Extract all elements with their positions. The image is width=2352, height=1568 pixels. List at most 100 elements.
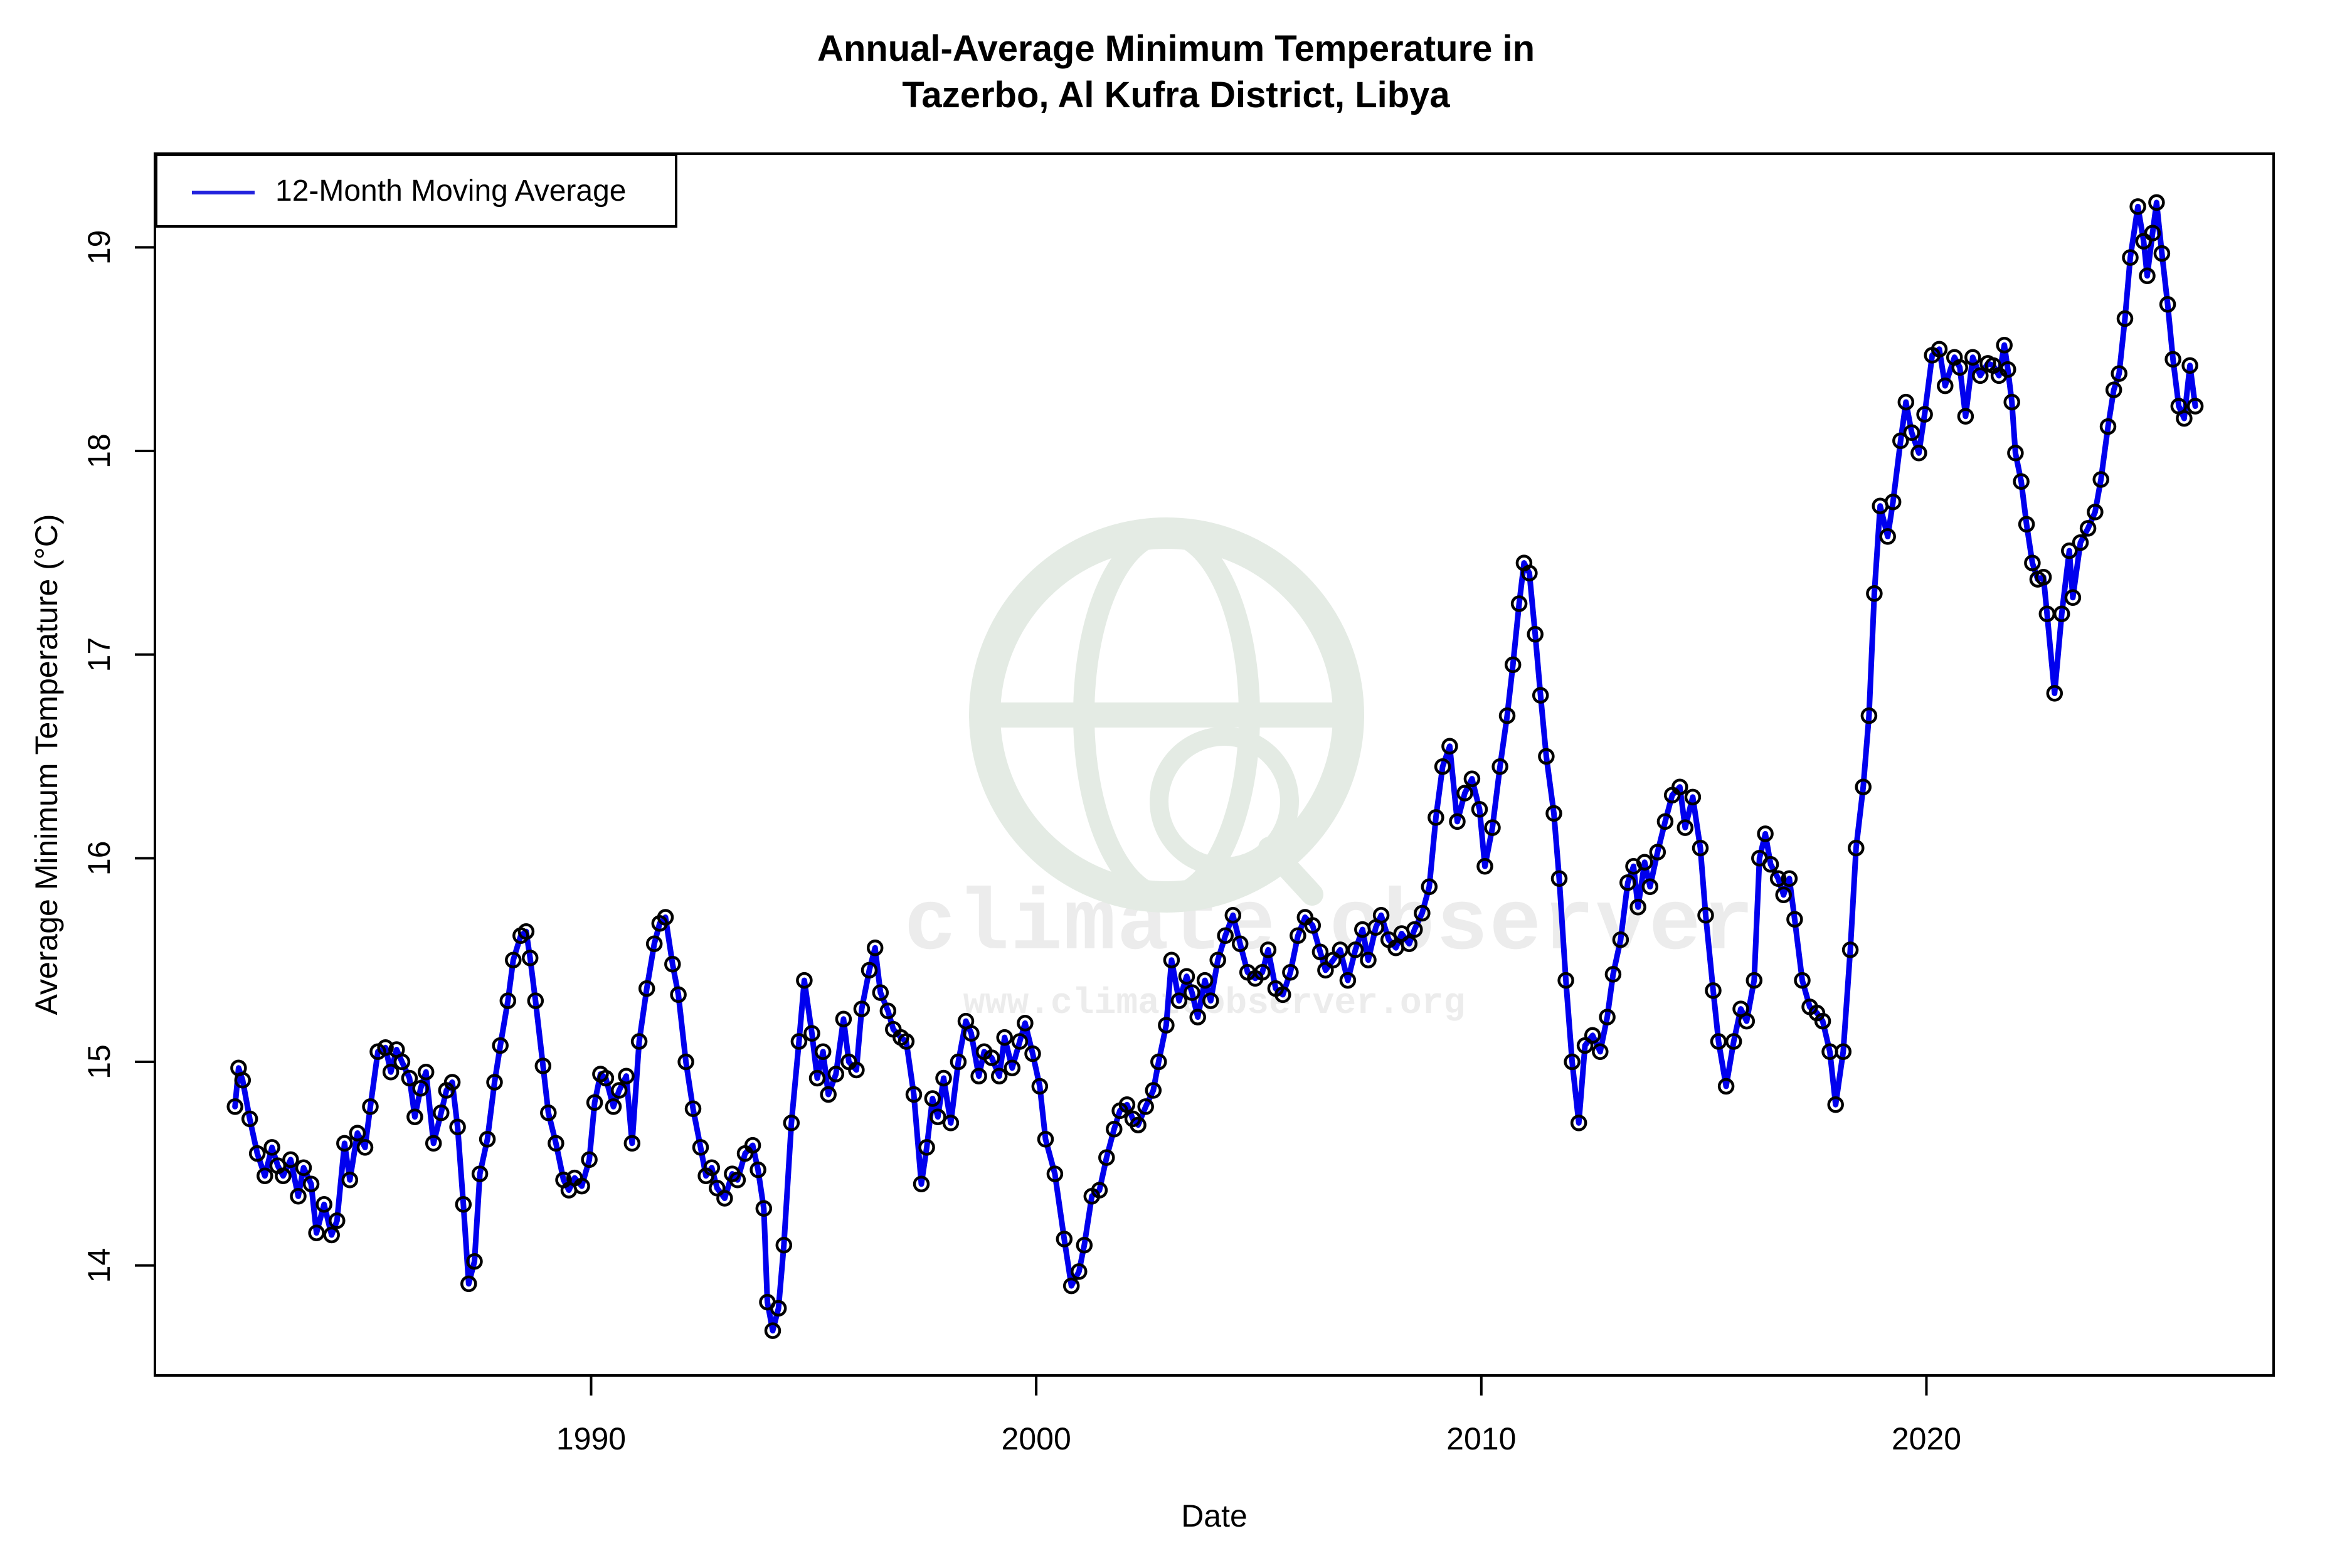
data-point (1897, 393, 1915, 411)
data-point (827, 1066, 845, 1083)
data-point (703, 1159, 721, 1177)
data-point (362, 1098, 379, 1115)
data-point (1937, 377, 1954, 395)
page-title: Annual-Average Minimum Temperature in (817, 28, 1535, 69)
data-point (323, 1226, 340, 1244)
data-point (521, 950, 539, 967)
data-point (1964, 349, 1981, 366)
data-point (2072, 534, 2089, 551)
data-point (820, 1086, 837, 1103)
data-point (2186, 398, 2204, 415)
page-subtitle: Tazerbo, Al Kufra District, Libya (902, 75, 1450, 115)
data-point (1202, 992, 1219, 1009)
data-point (2176, 410, 2193, 427)
watermark-text: climate observer (904, 877, 1756, 975)
data-point (1456, 785, 1473, 802)
data-point (657, 909, 674, 926)
data-point (1903, 424, 1920, 442)
data-point (1137, 1098, 1154, 1115)
data-point (1848, 839, 1865, 857)
data-point (1024, 1045, 1041, 1062)
data-point (315, 1196, 332, 1213)
data-point (1671, 778, 1688, 795)
y-tick-label: 18 (82, 433, 117, 469)
data-point (449, 1118, 466, 1136)
data-point (1290, 927, 1306, 944)
data-point (808, 1069, 826, 1087)
data-point (302, 1175, 320, 1193)
data-point (848, 1061, 865, 1079)
data-point (479, 1131, 496, 1148)
data-point (1866, 585, 1883, 602)
data-point (1786, 911, 1803, 928)
data-point (1428, 809, 1444, 826)
data-point (872, 984, 889, 1001)
data-point (853, 1000, 871, 1017)
data-point (1145, 1082, 1162, 1099)
data-point (913, 1175, 930, 1193)
data-point (1031, 1078, 1049, 1095)
plot-border (154, 152, 2275, 1377)
data-point (1855, 778, 1872, 795)
data-point (586, 1094, 603, 1111)
data-point (970, 1067, 987, 1084)
data-point (1184, 984, 1200, 1001)
data-point (1564, 1053, 1581, 1071)
data-point (356, 1139, 374, 1156)
data-point (257, 1167, 273, 1185)
data-point (2181, 357, 2198, 374)
data-point (1781, 870, 1798, 887)
data-point (393, 1053, 411, 1071)
data-point (1091, 1182, 1108, 1199)
data-point (1931, 341, 1948, 358)
data-point (486, 1074, 503, 1091)
data-point-markers (226, 194, 2204, 1339)
data-point (783, 1115, 800, 1131)
data-point (1056, 1231, 1073, 1248)
data-point (517, 923, 535, 940)
data-point (1224, 907, 1242, 924)
data-point (1570, 1115, 1587, 1131)
data-point (1347, 941, 1364, 958)
data-point (2129, 198, 2146, 215)
y-tick-label: 16 (82, 841, 117, 876)
data-point (1677, 819, 1694, 836)
data-point (263, 1139, 280, 1156)
data-point (1178, 968, 1195, 985)
data-point (1884, 493, 1902, 511)
data-point (1538, 748, 1555, 765)
y-tick-label: 14 (82, 1248, 117, 1283)
data-point (412, 1079, 429, 1097)
data-point (1769, 870, 1787, 887)
data-point (670, 986, 687, 1004)
data-point (1476, 858, 1493, 875)
data-point (1150, 1053, 1167, 1071)
data-point (905, 1086, 923, 1103)
data-point (377, 1039, 394, 1056)
data-point (1879, 528, 1896, 545)
data-point (1629, 899, 1646, 916)
data-point (1098, 1149, 1115, 1166)
data-point (466, 1253, 483, 1270)
data-point (1835, 1043, 1852, 1061)
data-point (2061, 542, 2078, 559)
data-point (1421, 878, 1438, 896)
data-point (1118, 1096, 1136, 1113)
data-point (2159, 296, 2176, 313)
data-point (2111, 365, 2127, 382)
data-point (597, 1069, 615, 1087)
data-point (610, 1082, 628, 1099)
data-point (234, 1071, 252, 1089)
data-point (755, 1200, 773, 1217)
data-point (1062, 1277, 1080, 1295)
data-point (2035, 569, 2052, 586)
data-point (2164, 351, 2181, 368)
data-point (1641, 878, 1659, 896)
data-point (1794, 972, 1811, 989)
data-point (1434, 758, 1451, 775)
data-point (1196, 972, 1214, 989)
data-point (1046, 1165, 1064, 1182)
legend-line-icon (192, 191, 255, 194)
data-point (1414, 904, 1431, 922)
